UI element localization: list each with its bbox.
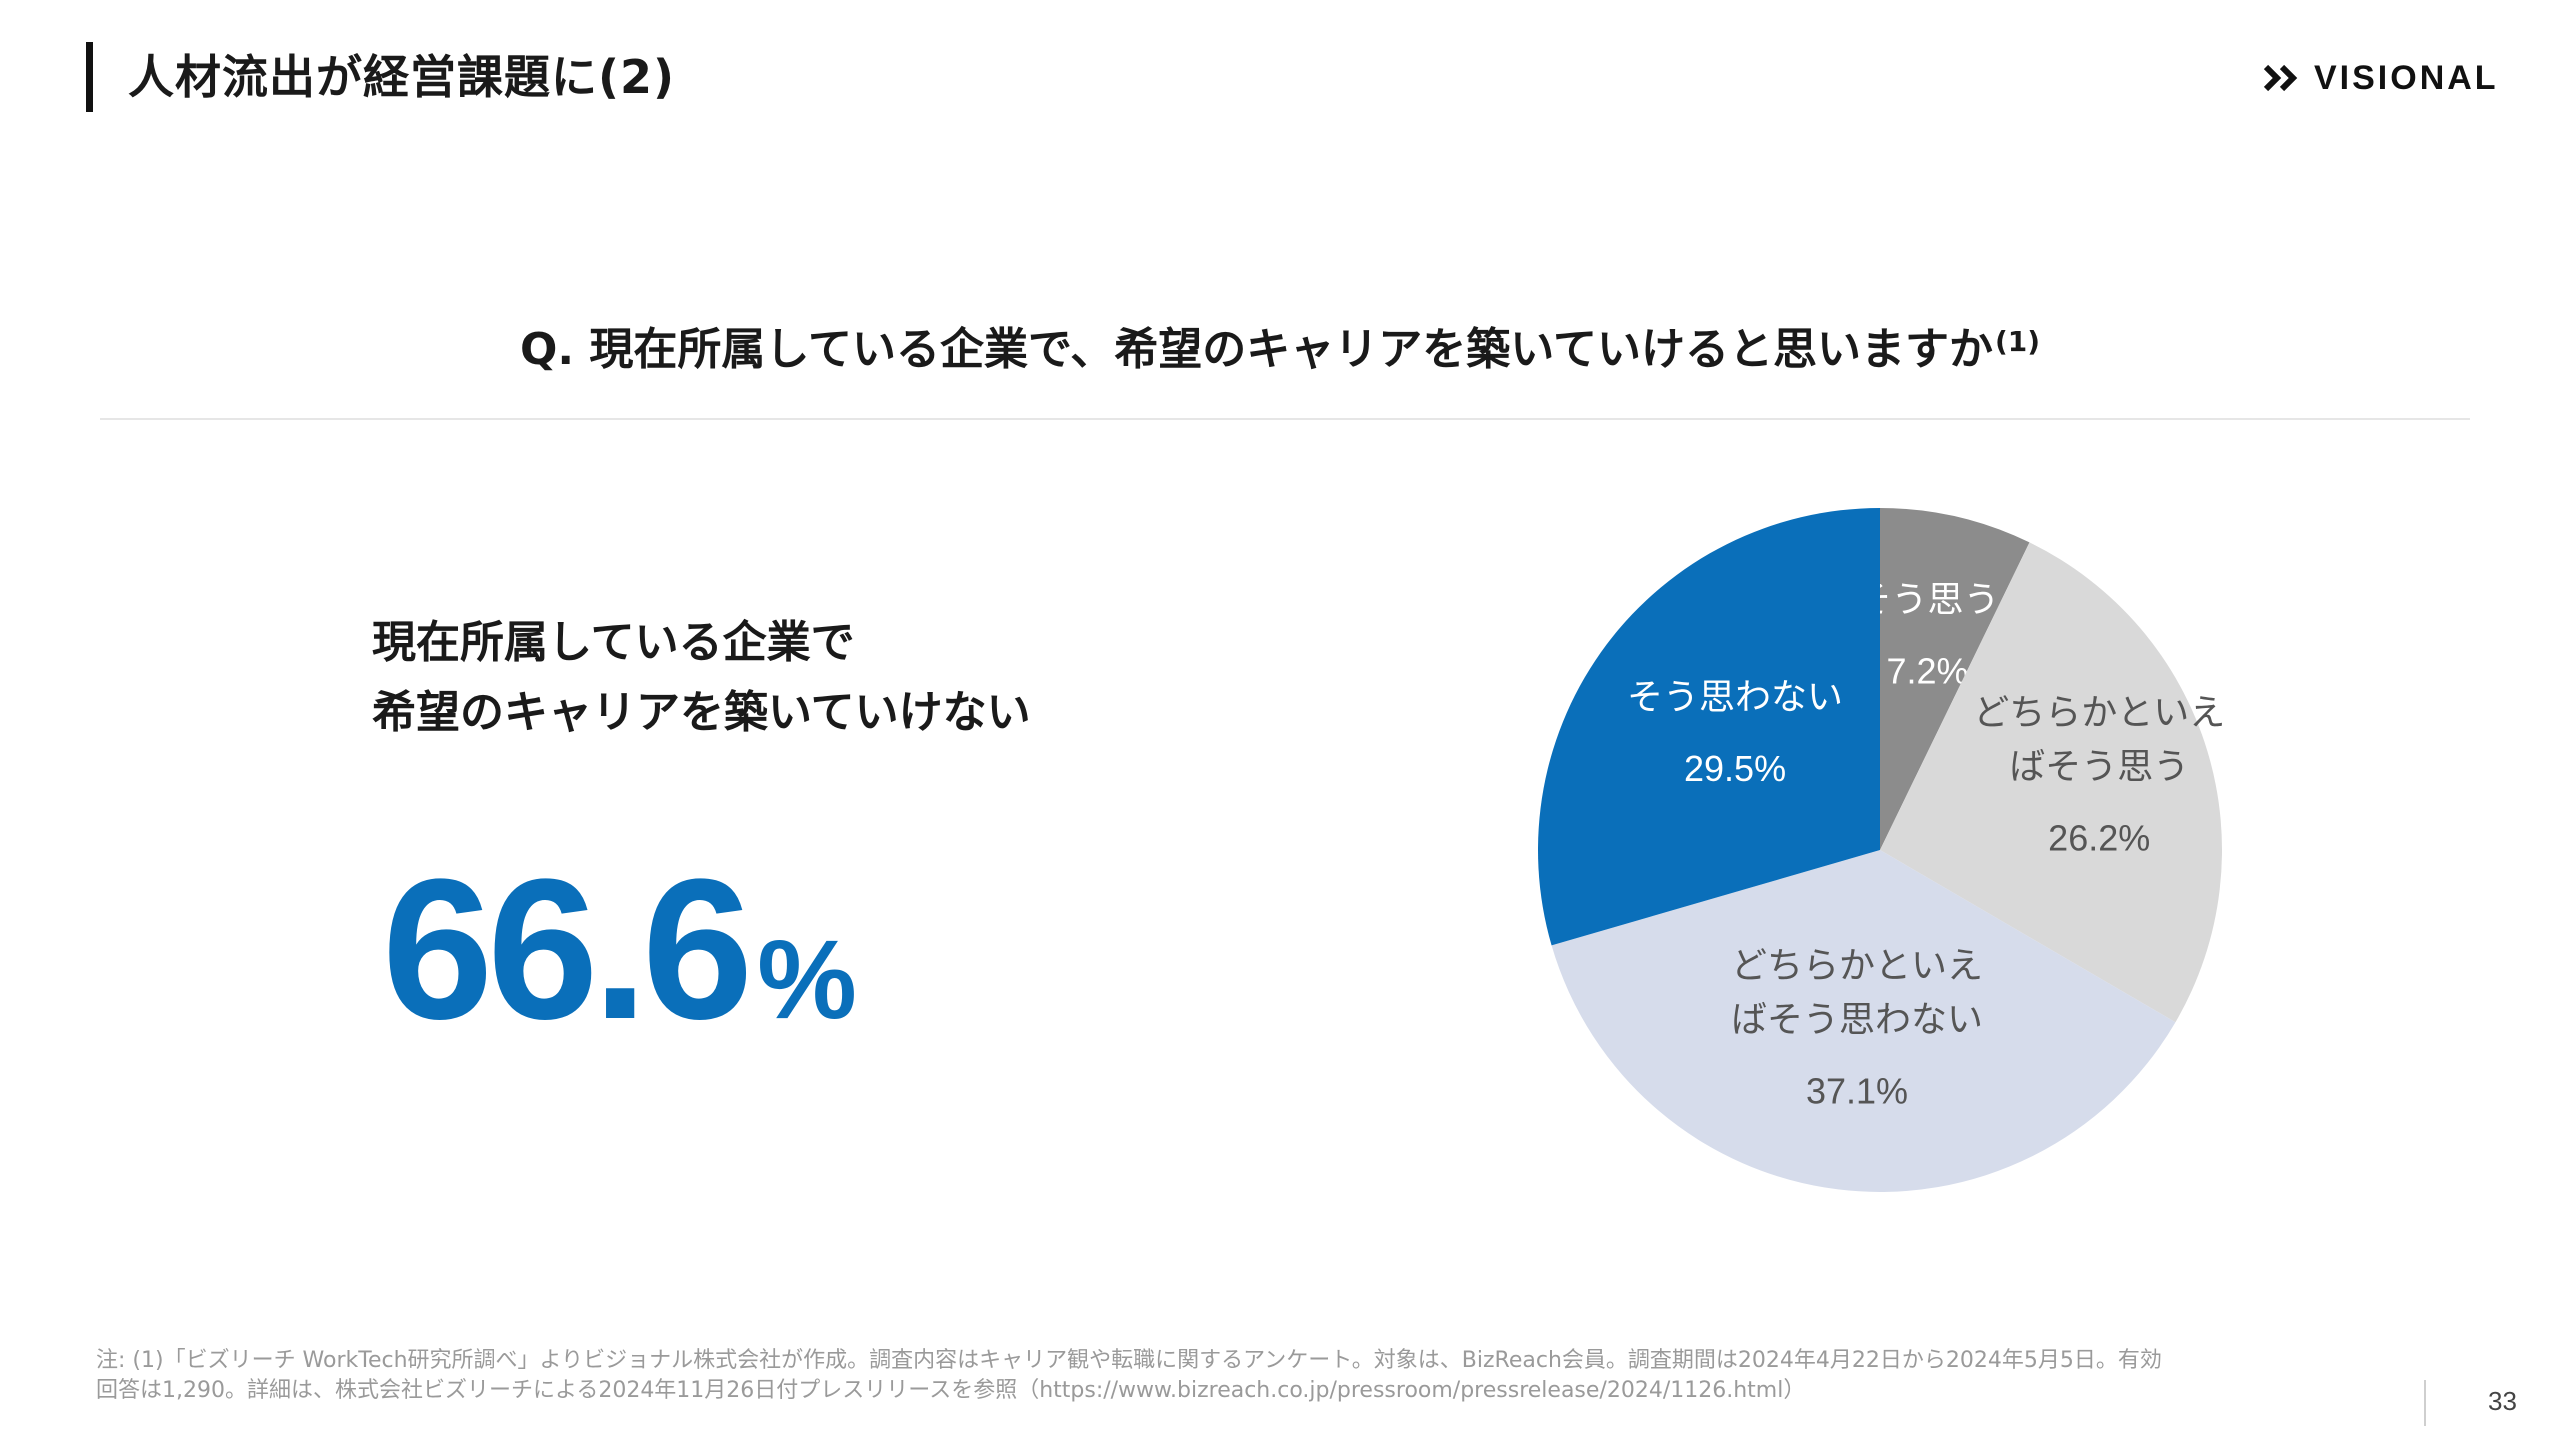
highlight-unit: % [757, 917, 857, 1042]
pie-slice-value-1: 26.2% [2048, 817, 2150, 858]
pie-slice-label-2-1: ばそう思わない [1731, 1000, 1983, 1041]
pie-slice-label-1-1: ばそう思う [2009, 746, 2189, 787]
pie-slice-label-3-0: そう思わない [1627, 677, 1843, 718]
footnote-line-2: 回答は1,290。詳細は、株式会社ビズリーチによる2024年11月26日付プレス… [96, 1378, 1806, 1403]
page-number-separator [2424, 1380, 2426, 1426]
highlight-line-2: 希望のキャリアを築いていけない [372, 687, 1031, 738]
question-text: Q. 現在所属している企業で、希望のキャリアを築いていけると思いますか [519, 324, 1993, 375]
pie-slice-value-0: 7.2% [1887, 650, 1969, 691]
pie-slice-label-2-0: どちらかといえ [1731, 946, 1983, 987]
highlight-statement: 現在所属している企業で 希望のキャリアを築いていけない [372, 608, 1031, 748]
survey-question: Q. 現在所属している企業で、希望のキャリアを築いていけると思いますか(1) [0, 320, 2560, 380]
highlight-line-1: 現在所属している企業で [372, 617, 855, 668]
footnote-line-1: 注: (1)「ビズリーチ WorkTech研究所調べ」よりビジョナル株式会社が作… [96, 1348, 2162, 1373]
pie-chart-svg: そう思う7.2%どちらかといえばそう思う26.2%どちらかといえばそう思わない3… [1538, 508, 2225, 1192]
pie-chart: そう思う 7.2% どちらかといえ ばそう思う 26.2% どちらかといえ ばそう思わない 3… [1500, 470, 2260, 1230]
pie-slice-1 [1880, 542, 2222, 1023]
visional-logo: VISIONAL [2262, 58, 2499, 98]
pie-slice-value-2: 37.1% [1806, 1071, 1908, 1112]
highlight-value: 66.6% [382, 850, 857, 1114]
pie-slice-3 [1538, 508, 1880, 946]
logo-text: VISIONAL [2314, 58, 2499, 97]
divider [100, 418, 2470, 420]
title-accent-bar [86, 42, 93, 112]
footnote: 注: (1)「ビズリーチ WorkTech研究所調べ」よりビジョナル株式会社が作… [96, 1346, 2346, 1406]
highlight-number: 66.6 [382, 838, 753, 1061]
pie-slice-value-3: 29.5% [1684, 748, 1786, 789]
page-number: 33 [2488, 1386, 2517, 1416]
pie-slice-label-1-0: どちらかといえ [1973, 692, 2225, 733]
pie-slice-0 [1880, 508, 2030, 850]
question-footnote-ref: (1) [1994, 325, 2041, 358]
pie-slice-2 [1551, 850, 2176, 1192]
page-title: 人材流出が経営課題に(2) [128, 50, 676, 104]
chevron-logo-icon [2263, 64, 2298, 92]
